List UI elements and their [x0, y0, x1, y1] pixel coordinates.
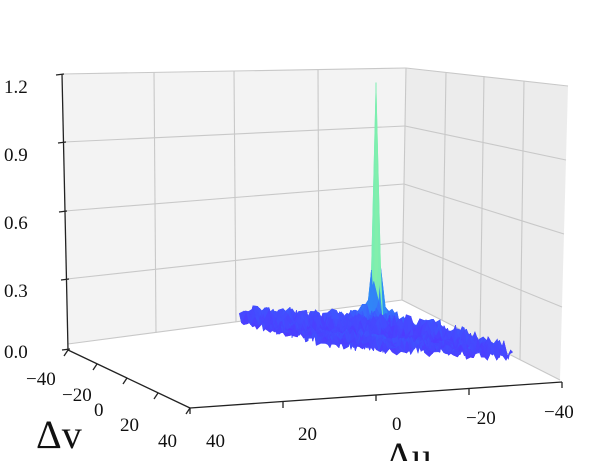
y-tick-label: 40: [158, 431, 177, 452]
x-tick-label: 0: [392, 414, 402, 435]
z-tick-label: 0.0: [4, 342, 28, 363]
y-tick-label: 0: [94, 400, 104, 421]
z-tick-label: 0.9: [4, 145, 28, 166]
z-tick-label: 1.2: [4, 77, 28, 98]
x-axis-title: Δu: [386, 434, 432, 461]
x-tick-label: −20: [466, 408, 496, 429]
surface-mesh: [238, 82, 514, 362]
surface-facet: [238, 310, 247, 324]
z-tick-label: 0.3: [4, 281, 28, 302]
gridlines: [61, 67, 569, 381]
x-tick-label: 20: [298, 424, 317, 445]
y-axis-title: Δv: [36, 412, 82, 457]
x-tick-label: 40: [206, 431, 225, 452]
y-tick-label: −40: [26, 369, 56, 390]
y-tick-label: 20: [120, 415, 139, 436]
x-tick-label: −40: [544, 402, 574, 423]
back-pane-left: [62, 68, 406, 344]
z-tick-label: 0.6: [4, 213, 28, 234]
axis-edges: [55, 73, 563, 415]
y-tick-label: −20: [62, 385, 92, 406]
back-pane-right: [402, 68, 568, 380]
